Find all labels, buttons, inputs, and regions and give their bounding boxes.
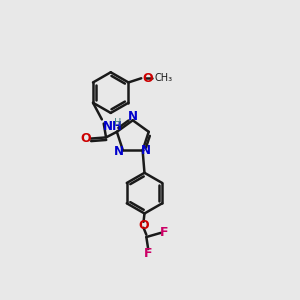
Text: F: F bbox=[144, 247, 152, 260]
Text: O: O bbox=[138, 218, 149, 232]
Text: F: F bbox=[160, 226, 169, 239]
Text: O: O bbox=[80, 132, 91, 145]
Text: NH: NH bbox=[103, 120, 122, 133]
Text: N: N bbox=[128, 110, 138, 123]
Text: CH₃: CH₃ bbox=[154, 73, 172, 83]
Text: O: O bbox=[142, 72, 153, 85]
Text: H: H bbox=[114, 118, 121, 128]
Text: N: N bbox=[140, 144, 150, 158]
Text: N: N bbox=[114, 145, 124, 158]
